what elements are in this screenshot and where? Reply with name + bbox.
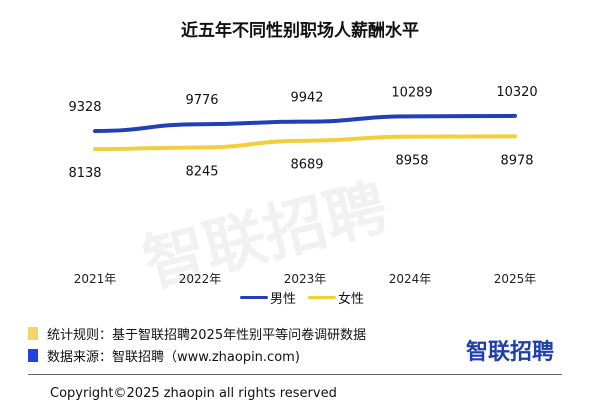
data-label: 9942 [290,91,323,106]
data-label: 8245 [185,164,218,179]
note-stat-rule-text: 统计规则：基于智联招聘2025年性别平等问卷调研数据 [47,328,367,343]
divider [28,374,562,375]
legend-swatch-female [308,296,337,299]
data-label: 10320 [496,85,537,100]
legend: 男性 女性 [240,288,364,307]
copyright: Copyright©2025 zhaopin all rights reserv… [50,386,337,401]
blue-square-icon [28,349,38,362]
data-label: 8958 [395,154,428,169]
x-tick-label: 2023年 [284,272,327,286]
note-source: 数据来源：智联招聘（www.zhaopin.com) [28,346,300,365]
x-tick-label: 2024年 [389,272,432,286]
legend-item-male: 男性 [240,288,296,307]
legend-label-male: 男性 [270,292,297,307]
data-label: 9776 [185,93,218,108]
note-stat-rule: 统计规则：基于智联招聘2025年性别平等问卷调研数据 [28,324,366,343]
x-tick-label: 2022年 [179,272,222,286]
legend-item-female: 女性 [308,288,364,307]
x-tick-label: 2025年 [494,272,537,286]
zhaopin-logo: 智联招聘 [466,340,555,365]
data-label: 8138 [68,166,101,181]
data-label: 10289 [391,85,432,100]
data-label: 9328 [68,100,101,115]
legend-swatch-male [240,296,268,299]
series-line-male [93,113,517,133]
line-chart: 2021年 2022年 2023年 2024年 2025年 9328 9776 9942 102… [68,85,537,286]
note-source-text: 数据来源：智联招聘（www.zhaopin.com) [47,350,300,365]
x-tick-label: 2021年 [74,272,117,286]
data-label: 8978 [500,153,533,168]
chart-title: 近五年不同性别职场人薪酬水平 [181,21,419,41]
series-line-female [93,134,517,152]
data-label: 8689 [290,158,323,173]
legend-label-female: 女性 [338,292,365,307]
yellow-square-icon [28,327,38,340]
